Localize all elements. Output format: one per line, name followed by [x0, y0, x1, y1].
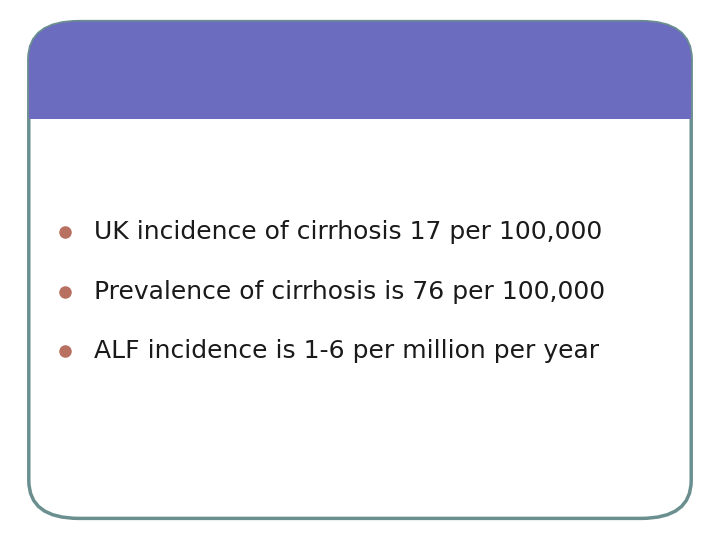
Text: Prevalence of cirrhosis is 76 per 100,000: Prevalence of cirrhosis is 76 per 100,00…	[94, 280, 605, 303]
FancyBboxPatch shape	[29, 22, 691, 119]
Text: ALF incidence is 1-6 per million per year: ALF incidence is 1-6 per million per yea…	[94, 339, 599, 363]
Bar	[29, 70, 691, 119]
FancyBboxPatch shape	[29, 22, 691, 518]
Text: UK incidence of cirrhosis 17 per 100,000: UK incidence of cirrhosis 17 per 100,000	[94, 220, 602, 244]
